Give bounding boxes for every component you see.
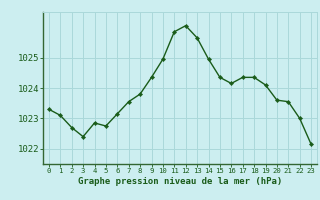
X-axis label: Graphe pression niveau de la mer (hPa): Graphe pression niveau de la mer (hPa) xyxy=(78,177,282,186)
